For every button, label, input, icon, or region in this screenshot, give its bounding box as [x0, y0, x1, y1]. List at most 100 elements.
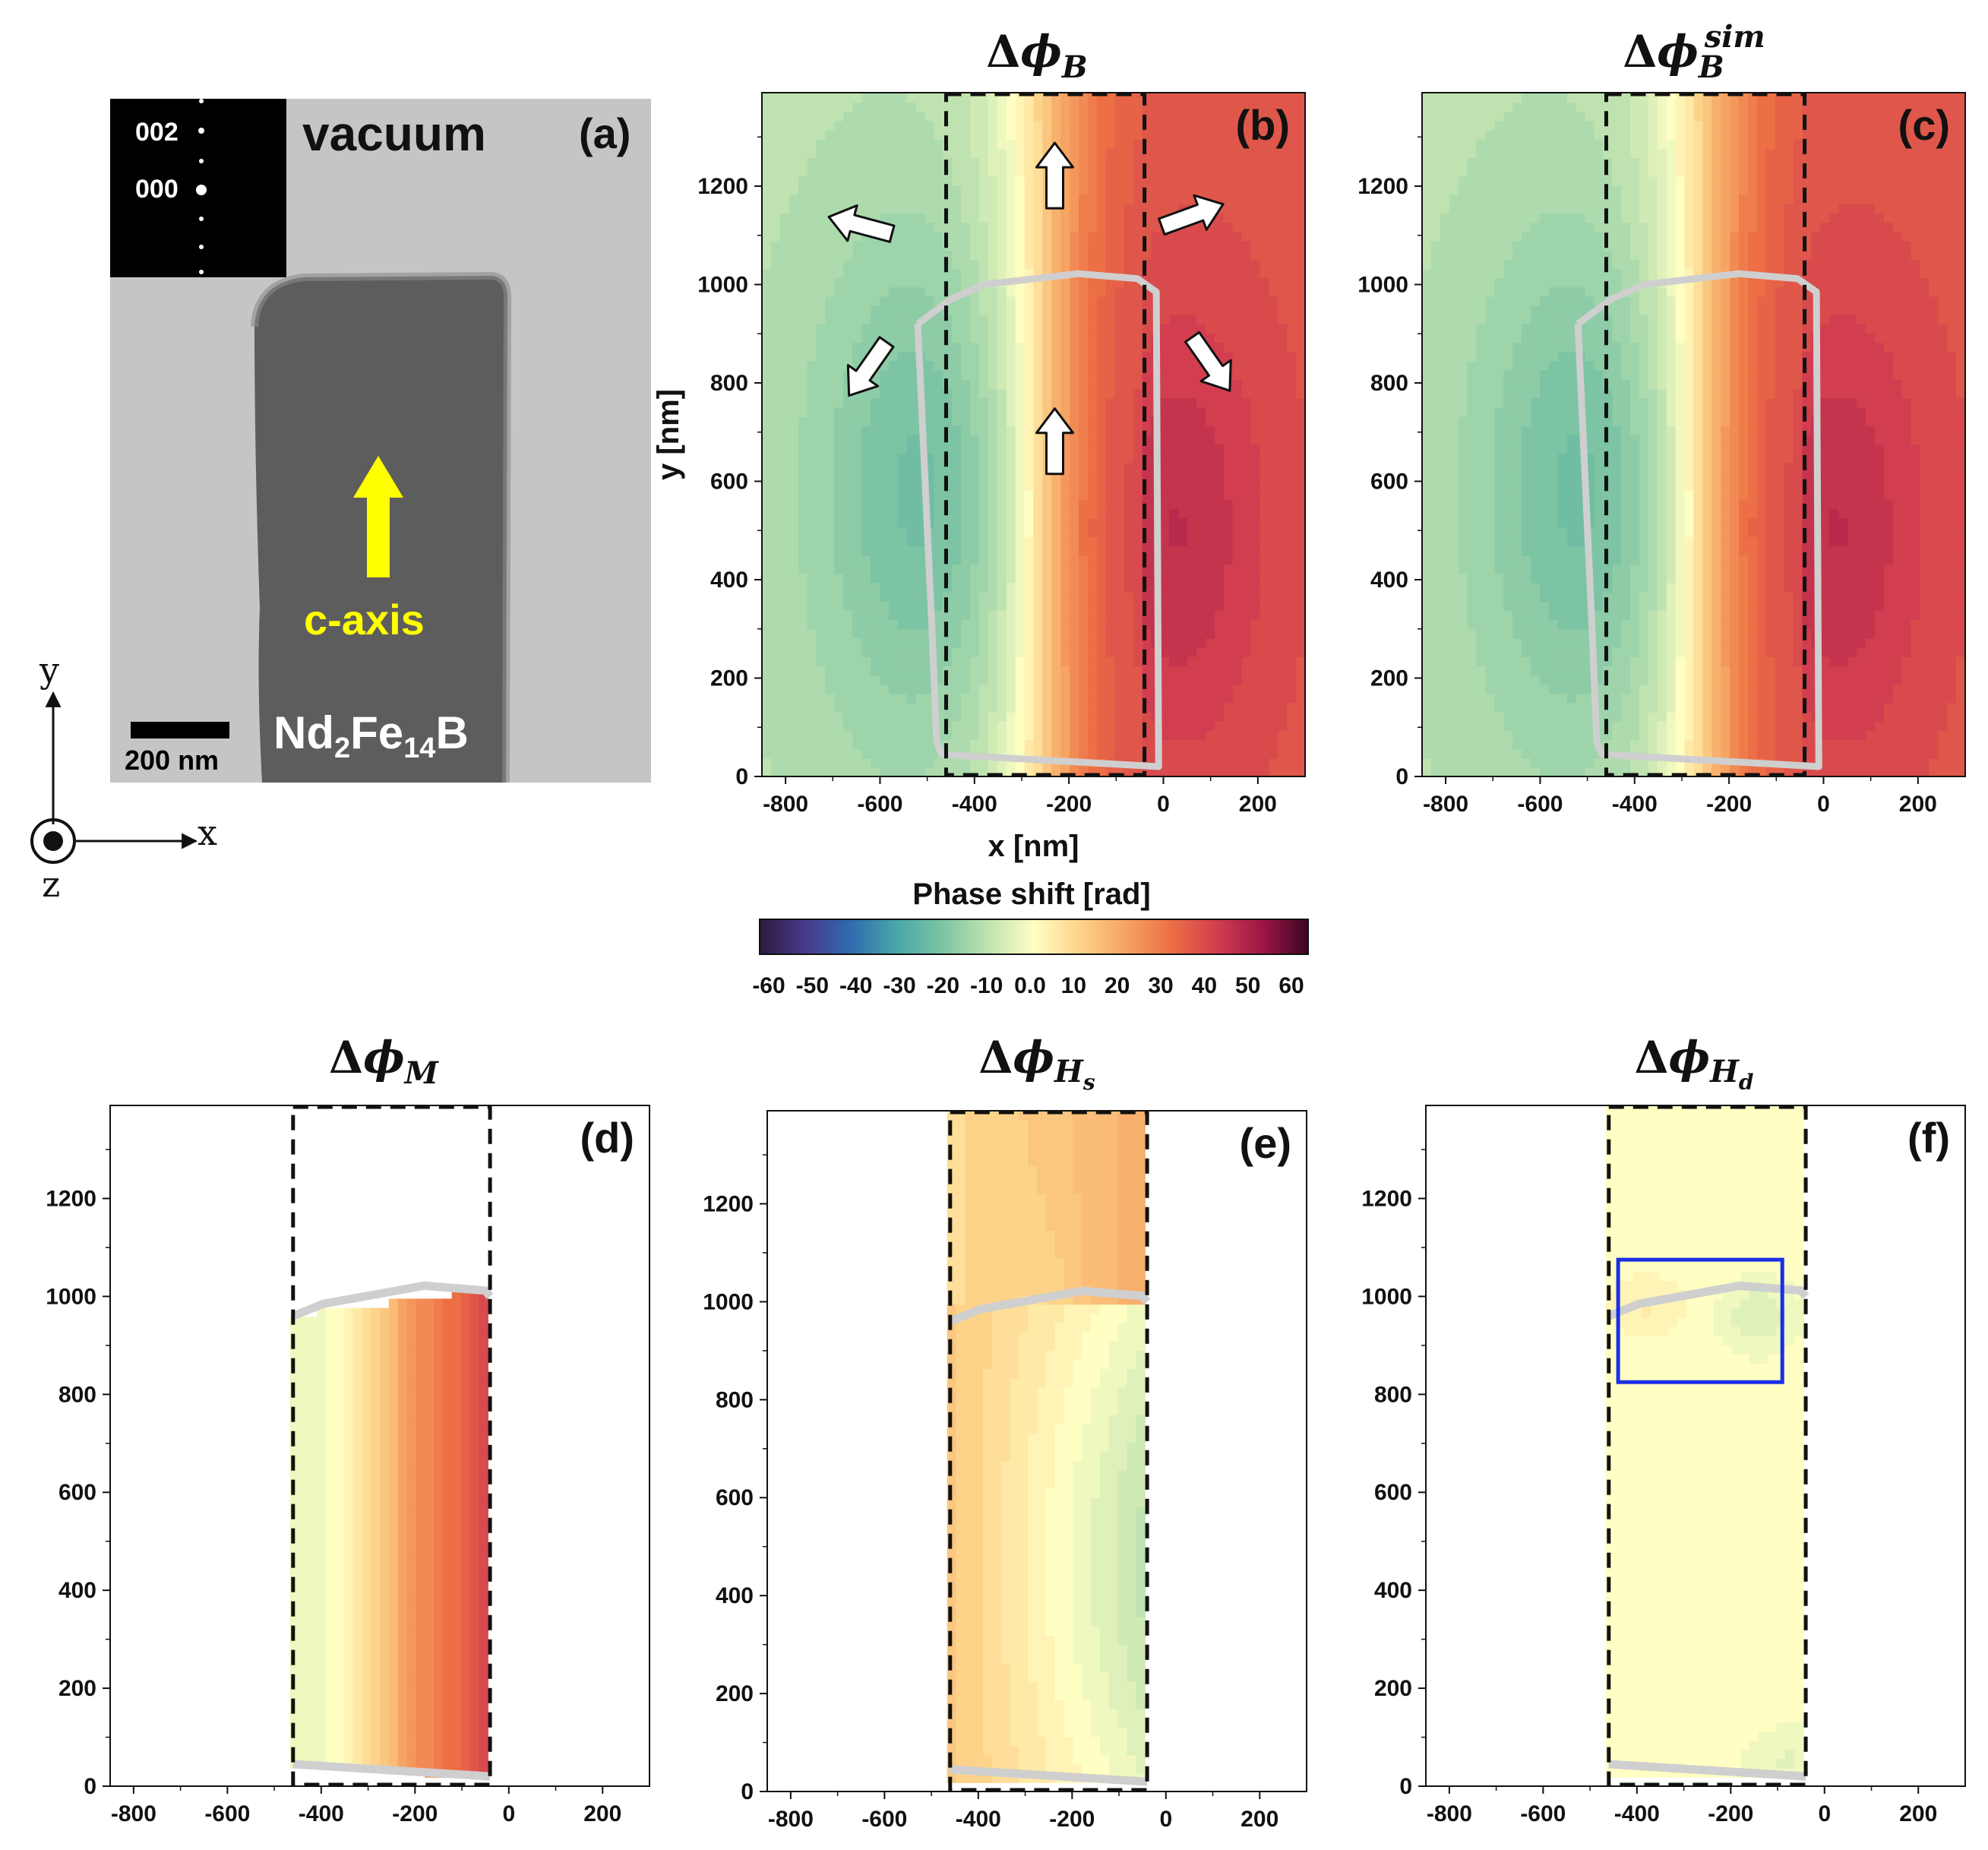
heatmap-cell	[1070, 675, 1079, 685]
heatmap-cell	[1133, 600, 1143, 611]
heatmap-cell	[1287, 268, 1297, 279]
heatmap-cell	[861, 739, 871, 750]
heatmap-cell	[789, 619, 799, 630]
heatmap-cell	[1430, 222, 1441, 232]
heatmap-cell	[1015, 138, 1026, 149]
heatmap-cell	[1205, 296, 1215, 306]
heatmap-cell	[1160, 148, 1171, 159]
heatmap-cell	[861, 129, 871, 140]
heatmap-cell	[1278, 406, 1288, 417]
heatmap-cell	[1440, 148, 1450, 159]
heatmap-cell	[961, 213, 971, 223]
heatmap-cell	[997, 490, 1007, 501]
heatmap-cell	[1051, 324, 1062, 334]
heatmap-cell	[852, 268, 862, 279]
heatmap-cell	[915, 748, 926, 759]
heatmap-cell	[1133, 148, 1143, 159]
heatmap-cell	[979, 739, 989, 750]
heatmap-cell	[1467, 213, 1478, 223]
heatmap-cell	[1033, 536, 1044, 546]
heatmap-cell	[879, 444, 890, 454]
heatmap-cell	[1440, 305, 1450, 315]
heatmap-cell	[1422, 120, 1432, 131]
heatmap-cell	[1060, 490, 1071, 501]
heatmap-cell	[1024, 444, 1035, 454]
heatmap-cell	[852, 628, 862, 639]
heatmap-cell	[852, 296, 862, 306]
heatmap-cell	[1051, 536, 1062, 546]
heatmap-cell	[1223, 296, 1234, 306]
colorbar-tick-label: 40	[1192, 973, 1217, 998]
heatmap-cell	[852, 148, 862, 159]
heatmap-cell	[952, 351, 962, 362]
heatmap-cell	[1124, 314, 1134, 324]
heatmap-cell	[1449, 148, 1459, 159]
heatmap-cell	[1079, 508, 1089, 519]
heatmap-cell	[1015, 111, 1026, 122]
heatmap-cell	[779, 222, 790, 232]
heatmap-cell	[1006, 397, 1016, 408]
heatmap-cell	[988, 258, 998, 269]
heatmap-cell	[1440, 369, 1450, 380]
heatmap-cell	[1079, 517, 1089, 528]
heatmap-cell	[1232, 684, 1243, 694]
heatmap-cell	[997, 453, 1007, 463]
heatmap-cell	[1449, 406, 1459, 417]
heatmap-cell	[1449, 490, 1459, 501]
heatmap-cell	[988, 721, 998, 732]
heatmap-cell	[897, 600, 908, 611]
heatmap-cell	[816, 527, 826, 537]
heatmap-cell	[1430, 536, 1441, 546]
heatmap-cell	[1142, 471, 1152, 482]
heatmap-cell	[1278, 582, 1288, 593]
heatmap-cell	[1133, 231, 1143, 242]
heatmap-cell	[816, 573, 826, 583]
heatmap-cell	[861, 258, 871, 269]
heatmap-cell	[1070, 379, 1079, 390]
heatmap-cell	[789, 231, 799, 242]
heatmap-cell	[843, 258, 854, 269]
heatmap-cell	[871, 102, 880, 112]
heatmap-cell	[1259, 268, 1270, 279]
heatmap-cell	[1088, 185, 1098, 195]
heatmap-cell	[1015, 582, 1026, 593]
heatmap-cell	[1169, 637, 1180, 648]
heatmap-cell	[1033, 527, 1044, 537]
heatmap-cell	[1296, 129, 1305, 140]
heatmap-cell	[1214, 277, 1225, 288]
heatmap-cell	[888, 185, 899, 195]
heatmap-cell	[1033, 435, 1044, 445]
heatmap-cell	[915, 693, 926, 704]
heatmap-cell	[1033, 480, 1044, 491]
heatmap-cell	[798, 721, 808, 732]
heatmap-cell	[1458, 397, 1468, 408]
heatmap-cell	[1105, 102, 1116, 112]
heatmap-cell	[879, 435, 890, 445]
heatmap-cell	[1232, 333, 1243, 343]
heatmap-cell	[852, 730, 862, 741]
heatmap-cell	[1214, 258, 1225, 269]
heatmap-cell	[1214, 324, 1225, 334]
heatmap-cell	[1033, 666, 1044, 676]
heatmap-cell	[789, 517, 799, 528]
heatmap-cell	[1205, 397, 1215, 408]
heatmap-cell	[952, 527, 962, 537]
heatmap-cell	[779, 388, 790, 399]
heatmap-cell	[1214, 286, 1225, 297]
heatmap-cell	[834, 666, 845, 676]
heatmap-cell	[1033, 619, 1044, 630]
heatmap-cell	[861, 748, 871, 759]
heatmap-cell	[1269, 545, 1279, 555]
colorbar-tick-label: -40	[839, 973, 872, 998]
heatmap-cell	[1160, 527, 1171, 537]
heatmap-cell	[1033, 314, 1044, 324]
heatmap-cell	[1278, 102, 1288, 112]
heatmap-cell	[1232, 767, 1243, 776]
heatmap-cell	[906, 730, 917, 741]
heatmap-cell	[1070, 406, 1079, 417]
heatmap-cell	[1422, 767, 1432, 776]
heatmap-cell	[798, 176, 808, 186]
heatmap-cell	[1142, 203, 1152, 213]
heatmap-cell	[1296, 582, 1305, 593]
heatmap-cell	[789, 416, 799, 426]
